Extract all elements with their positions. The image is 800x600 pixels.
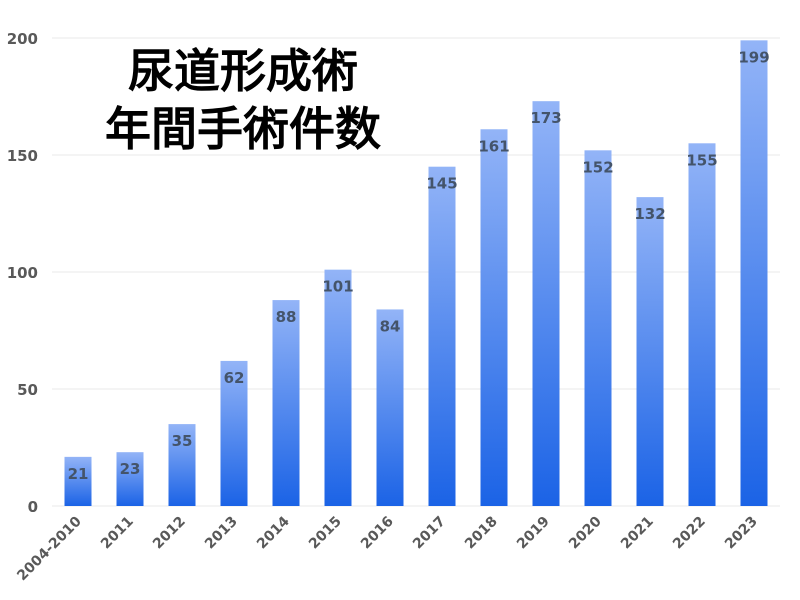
y-tick-label-100: 100 <box>7 264 38 282</box>
data-label-2022: 155 <box>686 151 717 169</box>
data-label-2018: 161 <box>478 137 509 155</box>
data-label-2015: 101 <box>322 278 353 296</box>
data-label-2019: 173 <box>530 109 561 127</box>
x-tick-label-2017: 2017 <box>410 514 449 553</box>
bar-2013 <box>220 360 248 506</box>
x-tick-label-2022: 2022 <box>670 514 709 553</box>
x-tick-label-2023: 2023 <box>722 514 761 553</box>
bar-2014 <box>272 300 300 506</box>
x-tick-label-2018: 2018 <box>462 514 501 553</box>
chart-title-line-1: 尿道形成術 <box>128 44 358 98</box>
bar-2023 <box>740 40 768 507</box>
x-tick-label-2012: 2012 <box>150 514 189 553</box>
bar-2019 <box>532 101 560 507</box>
data-label-2023: 199 <box>738 48 769 66</box>
data-label-2011: 23 <box>120 460 141 478</box>
chart-title-line-2: 年間手術件数 <box>105 102 381 156</box>
y-tick-label-200: 200 <box>7 30 38 48</box>
x-tick-label-2021: 2021 <box>618 514 657 553</box>
data-label-2012: 35 <box>172 432 193 450</box>
bar-2018 <box>480 129 508 506</box>
bar-2021 <box>636 197 664 506</box>
data-label-2004-2010: 21 <box>68 465 89 483</box>
bar-2012 <box>168 424 196 506</box>
x-tick-label-2020: 2020 <box>566 513 605 552</box>
bar-2016 <box>376 309 404 506</box>
bar-2020 <box>584 150 612 506</box>
bar-2015 <box>324 269 352 506</box>
x-tick-label-2013: 2013 <box>202 514 241 553</box>
data-label-2017: 145 <box>426 175 457 193</box>
x-tick-label-2019: 2019 <box>514 514 553 553</box>
y-tick-label-150: 150 <box>7 147 38 165</box>
data-label-2016: 84 <box>380 317 401 335</box>
bar-2004-2010 <box>64 456 92 506</box>
x-tick-label-2014: 2014 <box>254 513 293 552</box>
chart-title: 尿道形成術 年間手術件数 <box>58 42 428 158</box>
data-label-2013: 62 <box>224 369 245 387</box>
bar-2017 <box>428 166 456 506</box>
data-label-2020: 152 <box>582 158 613 176</box>
y-tick-label-0: 0 <box>28 498 38 516</box>
data-label-2014: 88 <box>276 308 297 326</box>
x-tick-label-2015: 2015 <box>306 514 345 553</box>
x-tick-label-2004-2010: 2004-2010 <box>14 513 85 584</box>
bar-2022 <box>688 143 716 507</box>
bar-2011 <box>116 452 144 506</box>
data-label-2021: 132 <box>634 205 665 223</box>
x-tick-label-2011: 2011 <box>98 514 137 553</box>
y-tick-label-50: 50 <box>17 381 38 399</box>
x-tick-label-2016: 2016 <box>358 514 397 553</box>
